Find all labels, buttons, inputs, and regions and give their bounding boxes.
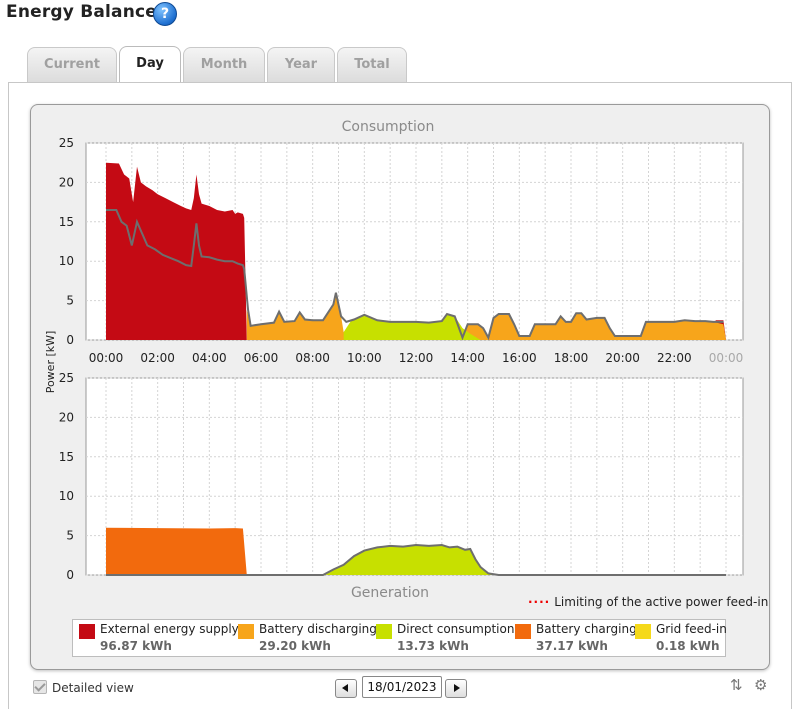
y-tick-label: 25 bbox=[59, 136, 74, 150]
detailed-view-toggle[interactable]: Detailed view bbox=[33, 680, 134, 695]
legend-value: 96.87 kWh bbox=[100, 639, 172, 653]
legend-item-battery-discharging: Battery discharging 29.20 kWh bbox=[232, 620, 377, 656]
y-tick-label: 5 bbox=[66, 294, 74, 308]
x-tick-label: 04:00 bbox=[192, 351, 227, 365]
generation-total-line bbox=[106, 544, 726, 576]
x-tick-label: 20:00 bbox=[605, 351, 640, 365]
legend: External energy supply 96.87 kWh Battery… bbox=[72, 619, 727, 657]
y-axis-label: Power [kW] bbox=[44, 331, 57, 394]
consumption-total-line bbox=[106, 208, 724, 341]
x-tick-label: 14:00 bbox=[450, 351, 485, 365]
consumption-title: Consumption bbox=[342, 119, 435, 135]
help-icon[interactable]: ? bbox=[153, 2, 177, 26]
limit-legend: ···· Limiting of the active power feed-in bbox=[528, 595, 768, 609]
legend-value: 0.18 kWh bbox=[656, 639, 720, 653]
settings-icon[interactable]: ⚙ bbox=[754, 676, 768, 694]
y-tick-label: 10 bbox=[59, 254, 74, 268]
legend-value: 29.20 kWh bbox=[259, 639, 331, 653]
legend-swatch bbox=[515, 624, 531, 639]
y-tick-label: 0 bbox=[66, 333, 74, 347]
x-tick-label: 00:00 bbox=[89, 351, 124, 365]
date-input[interactable]: 18/01/2023 bbox=[362, 676, 442, 698]
y-tick-label: 20 bbox=[59, 175, 74, 189]
tab-year[interactable]: Year bbox=[267, 47, 335, 82]
y-tick-label: 0 bbox=[66, 568, 74, 582]
y-tick-label: 10 bbox=[59, 489, 74, 503]
legend-label: Direct consumption bbox=[397, 622, 515, 636]
tab-total[interactable]: Total bbox=[337, 47, 407, 82]
x-tick-label: 00:00 bbox=[709, 351, 744, 365]
legend-label: Grid feed-in bbox=[656, 622, 727, 636]
legend-item-direct-consumption: Direct consumption 13.73 kWh bbox=[370, 620, 514, 656]
limit-label: Limiting of the active power feed-in bbox=[554, 595, 769, 609]
area-direct-consumption bbox=[325, 545, 499, 575]
x-tick-label: 08:00 bbox=[295, 351, 330, 365]
generation-title: Generation bbox=[351, 585, 429, 601]
arrow-right-icon bbox=[454, 684, 460, 692]
limit-line-icon: ···· bbox=[528, 595, 551, 609]
detailed-view-label: Detailed view bbox=[52, 681, 134, 695]
legend-item-grid-feed-in: Grid feed-in 0.18 kWh bbox=[629, 620, 727, 656]
legend-label: Battery discharging bbox=[259, 622, 377, 636]
generation-plot: 0 5 10 15 20 25 Generation bbox=[59, 371, 744, 601]
page-title: Energy Balance bbox=[6, 2, 158, 22]
legend-item-battery-charging: Battery charging 37.17 kWh bbox=[509, 620, 649, 656]
y-tick-label: 15 bbox=[59, 215, 74, 229]
y-tick-label: 5 bbox=[66, 529, 74, 543]
next-day-button[interactable] bbox=[445, 679, 467, 698]
area-external-energy-supply bbox=[106, 162, 726, 340]
legend-swatch bbox=[238, 624, 254, 639]
area-battery-discharging bbox=[246, 292, 726, 340]
legend-swatch bbox=[79, 624, 95, 639]
tab-day[interactable]: Day bbox=[119, 46, 181, 83]
legend-swatch bbox=[376, 624, 392, 639]
y-tick-label: 20 bbox=[59, 410, 74, 424]
tab-month[interactable]: Month bbox=[183, 47, 265, 82]
x-tick-label: 18:00 bbox=[554, 351, 589, 365]
x-tick-label: 06:00 bbox=[244, 351, 279, 365]
x-tick-label: 22:00 bbox=[657, 351, 692, 365]
area-battery-charging bbox=[106, 527, 484, 575]
previous-day-button[interactable] bbox=[335, 679, 357, 698]
tab-current[interactable]: Current bbox=[27, 47, 117, 82]
y-tick-label: 25 bbox=[59, 371, 74, 385]
x-tick-label: 02:00 bbox=[140, 351, 175, 365]
sort-icon[interactable]: ⇅ bbox=[730, 676, 743, 694]
legend-value: 37.17 kWh bbox=[536, 639, 608, 653]
legend-label: External energy supply bbox=[100, 622, 239, 636]
x-tick-label: 12:00 bbox=[399, 351, 434, 365]
consumption-plot: 0 5 10 15 20 25 00:00 02:00 04:00 06:00 08:00 10:0… bbox=[59, 119, 744, 365]
y-tick-label: 15 bbox=[59, 450, 74, 464]
x-tick-label: 16:00 bbox=[502, 351, 537, 365]
legend-swatch bbox=[635, 624, 651, 639]
arrow-left-icon bbox=[342, 684, 348, 692]
legend-item-external-supply: External energy supply 96.87 kWh bbox=[73, 620, 239, 656]
legend-label: Battery charging bbox=[536, 622, 637, 636]
x-tick-label: 10:00 bbox=[347, 351, 382, 365]
checkbox-icon[interactable] bbox=[33, 680, 47, 694]
legend-value: 13.73 kWh bbox=[397, 639, 469, 653]
